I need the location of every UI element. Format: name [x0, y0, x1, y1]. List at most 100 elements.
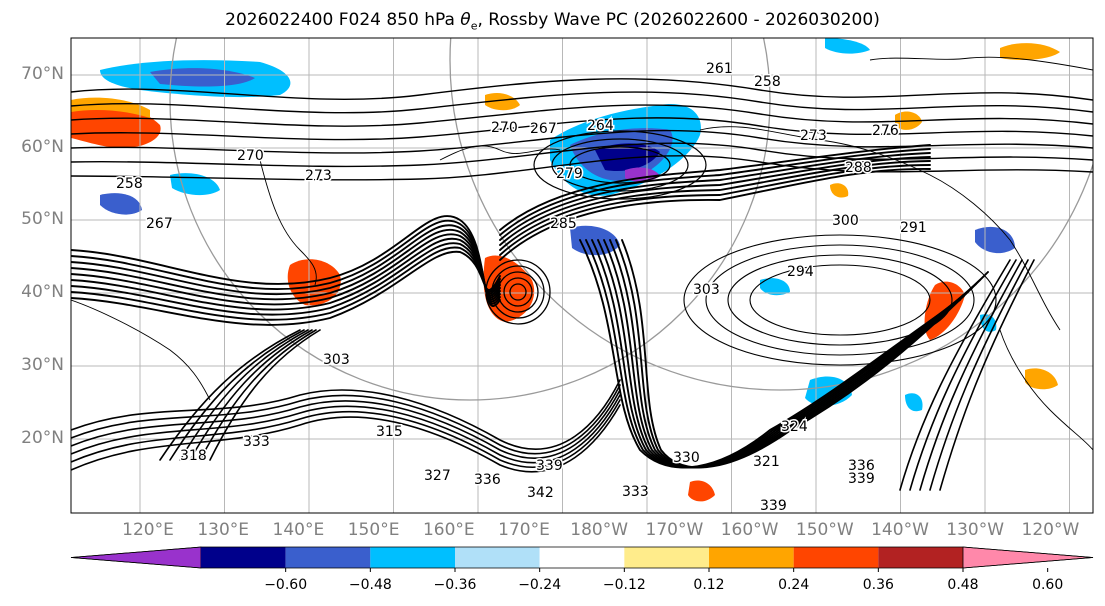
shade-patch	[825, 38, 870, 54]
theta-e-contour	[71, 142, 1093, 168]
theta-e-contour	[929, 259, 1029, 491]
theta-e-contour	[169, 329, 305, 461]
theta-e-contour	[683, 234, 997, 366]
colorbar-tick-label: −0.48	[348, 577, 392, 593]
latitude-label: 40°N	[21, 282, 64, 302]
title-suffix: , Rossby Wave PC (2026022600 - 202603020…	[477, 10, 880, 30]
longitude-label: 160°W	[720, 520, 779, 540]
map-title: 2026022400 F024 850 hPa θe, Rossby Wave …	[0, 10, 1105, 32]
theta-e-contour	[621, 239, 989, 469]
latitude-label: 70°N	[21, 64, 64, 84]
theta-e-contour	[497, 271, 539, 313]
latitude-label: 30°N	[21, 355, 64, 375]
shade-patch	[1000, 43, 1060, 60]
theta-e-contour	[533, 130, 707, 200]
theta-e-contour	[499, 156, 931, 246]
colorbar-tick-label: −0.36	[433, 577, 477, 593]
longitude-label: 120°W	[1021, 520, 1080, 540]
colorbar-tick-label: −0.12	[602, 577, 646, 593]
theta-e-contour	[179, 329, 309, 461]
colorbar-tick-label: −0.60	[264, 577, 308, 593]
contour-label: 303	[693, 282, 720, 298]
theta-e-contour	[899, 259, 1011, 491]
colorbar-tick-label: 0.36	[862, 577, 894, 593]
colorbar-tick-label: −0.24	[518, 577, 562, 593]
longitude-label: 130°W	[946, 520, 1005, 540]
latitude-label: 20°N	[21, 428, 64, 448]
contour-label: 294	[787, 264, 814, 280]
lat-lon-grid	[71, 38, 1093, 513]
theta-e-contour	[159, 329, 301, 461]
contour-label: 264	[587, 118, 614, 134]
theta-e-contour	[199, 329, 317, 461]
latitude-label: 60°N	[21, 137, 64, 157]
contour-label: 339	[848, 471, 875, 487]
coastline	[869, 56, 1093, 71]
theta-e-contour	[71, 104, 1093, 127]
theta-e-contour	[939, 259, 1035, 491]
longitude-label: 170°W	[645, 520, 704, 540]
theta-e-contour	[71, 404, 621, 473]
shade-patch	[830, 183, 849, 198]
contour-label: 276	[872, 123, 899, 139]
shade-patch	[905, 393, 923, 412]
longitude-label: 140°E	[272, 520, 325, 540]
contour-label: 303	[323, 352, 350, 368]
contour-label: 267	[146, 216, 173, 232]
shade-patch	[760, 278, 790, 296]
great-circle	[449, 38, 1093, 391]
contour-label: 270	[491, 120, 518, 136]
coastline	[259, 159, 317, 286]
latitude-label: 50°N	[21, 209, 64, 229]
theta-e-contour	[209, 329, 321, 461]
shade-patch	[595, 143, 660, 172]
colorbar-tick-label: 0.48	[947, 577, 979, 593]
colorbar-segment	[793, 547, 879, 568]
coastlines	[71, 56, 1093, 451]
contour-label: 333	[243, 434, 270, 450]
contour-label: 273	[305, 168, 332, 184]
contour-label: 321	[753, 454, 780, 470]
contour-label: 324	[781, 419, 808, 435]
theta-subscript: e	[470, 19, 478, 33]
theta-e-contours	[71, 78, 1093, 491]
contour-label: 270	[237, 148, 264, 164]
longitude-label: 150°E	[347, 520, 400, 540]
longitude-label: 120°E	[122, 520, 174, 540]
longitude-label: 140°W	[871, 520, 929, 540]
shade-patch	[1025, 368, 1058, 390]
theta-e-contour	[499, 144, 931, 231]
reference-great-circles	[169, 38, 1093, 401]
contour-label: 285	[550, 216, 577, 232]
longitude-label: 130°E	[197, 520, 250, 540]
theta-e-contour	[727, 254, 953, 346]
theta-e-contour	[71, 379, 621, 450]
theta-e-contour	[71, 78, 1093, 101]
plot-area	[71, 38, 1093, 513]
theta-e-contour	[499, 168, 931, 261]
colorbar-segment	[539, 547, 625, 568]
colorbar-segment	[285, 547, 371, 568]
colorbar-segment	[370, 547, 455, 568]
theta-e-contour	[499, 152, 931, 241]
shade-patch	[150, 68, 255, 87]
theta-e-contour	[71, 384, 621, 455]
theta-e-contour	[71, 399, 621, 468]
contour-label: 291	[900, 220, 927, 236]
contour-label: 339	[536, 458, 563, 474]
coastline	[439, 145, 561, 161]
contour-label: 339	[760, 498, 787, 514]
contour-label: 336	[474, 472, 501, 488]
theta-e-contour	[71, 117, 1093, 141]
theta-e-contour	[919, 259, 1023, 491]
great-circle	[169, 38, 771, 401]
colorbar-extend-low	[70, 546, 202, 569]
shade-patch	[485, 93, 520, 111]
contour-label: 273	[800, 128, 827, 144]
colorbar-tick-label: 0.60	[1032, 577, 1064, 593]
shade-patch	[100, 193, 142, 215]
theta-e-contour	[491, 265, 545, 319]
colorbar-segment	[709, 547, 794, 568]
shade-patch	[71, 97, 150, 118]
